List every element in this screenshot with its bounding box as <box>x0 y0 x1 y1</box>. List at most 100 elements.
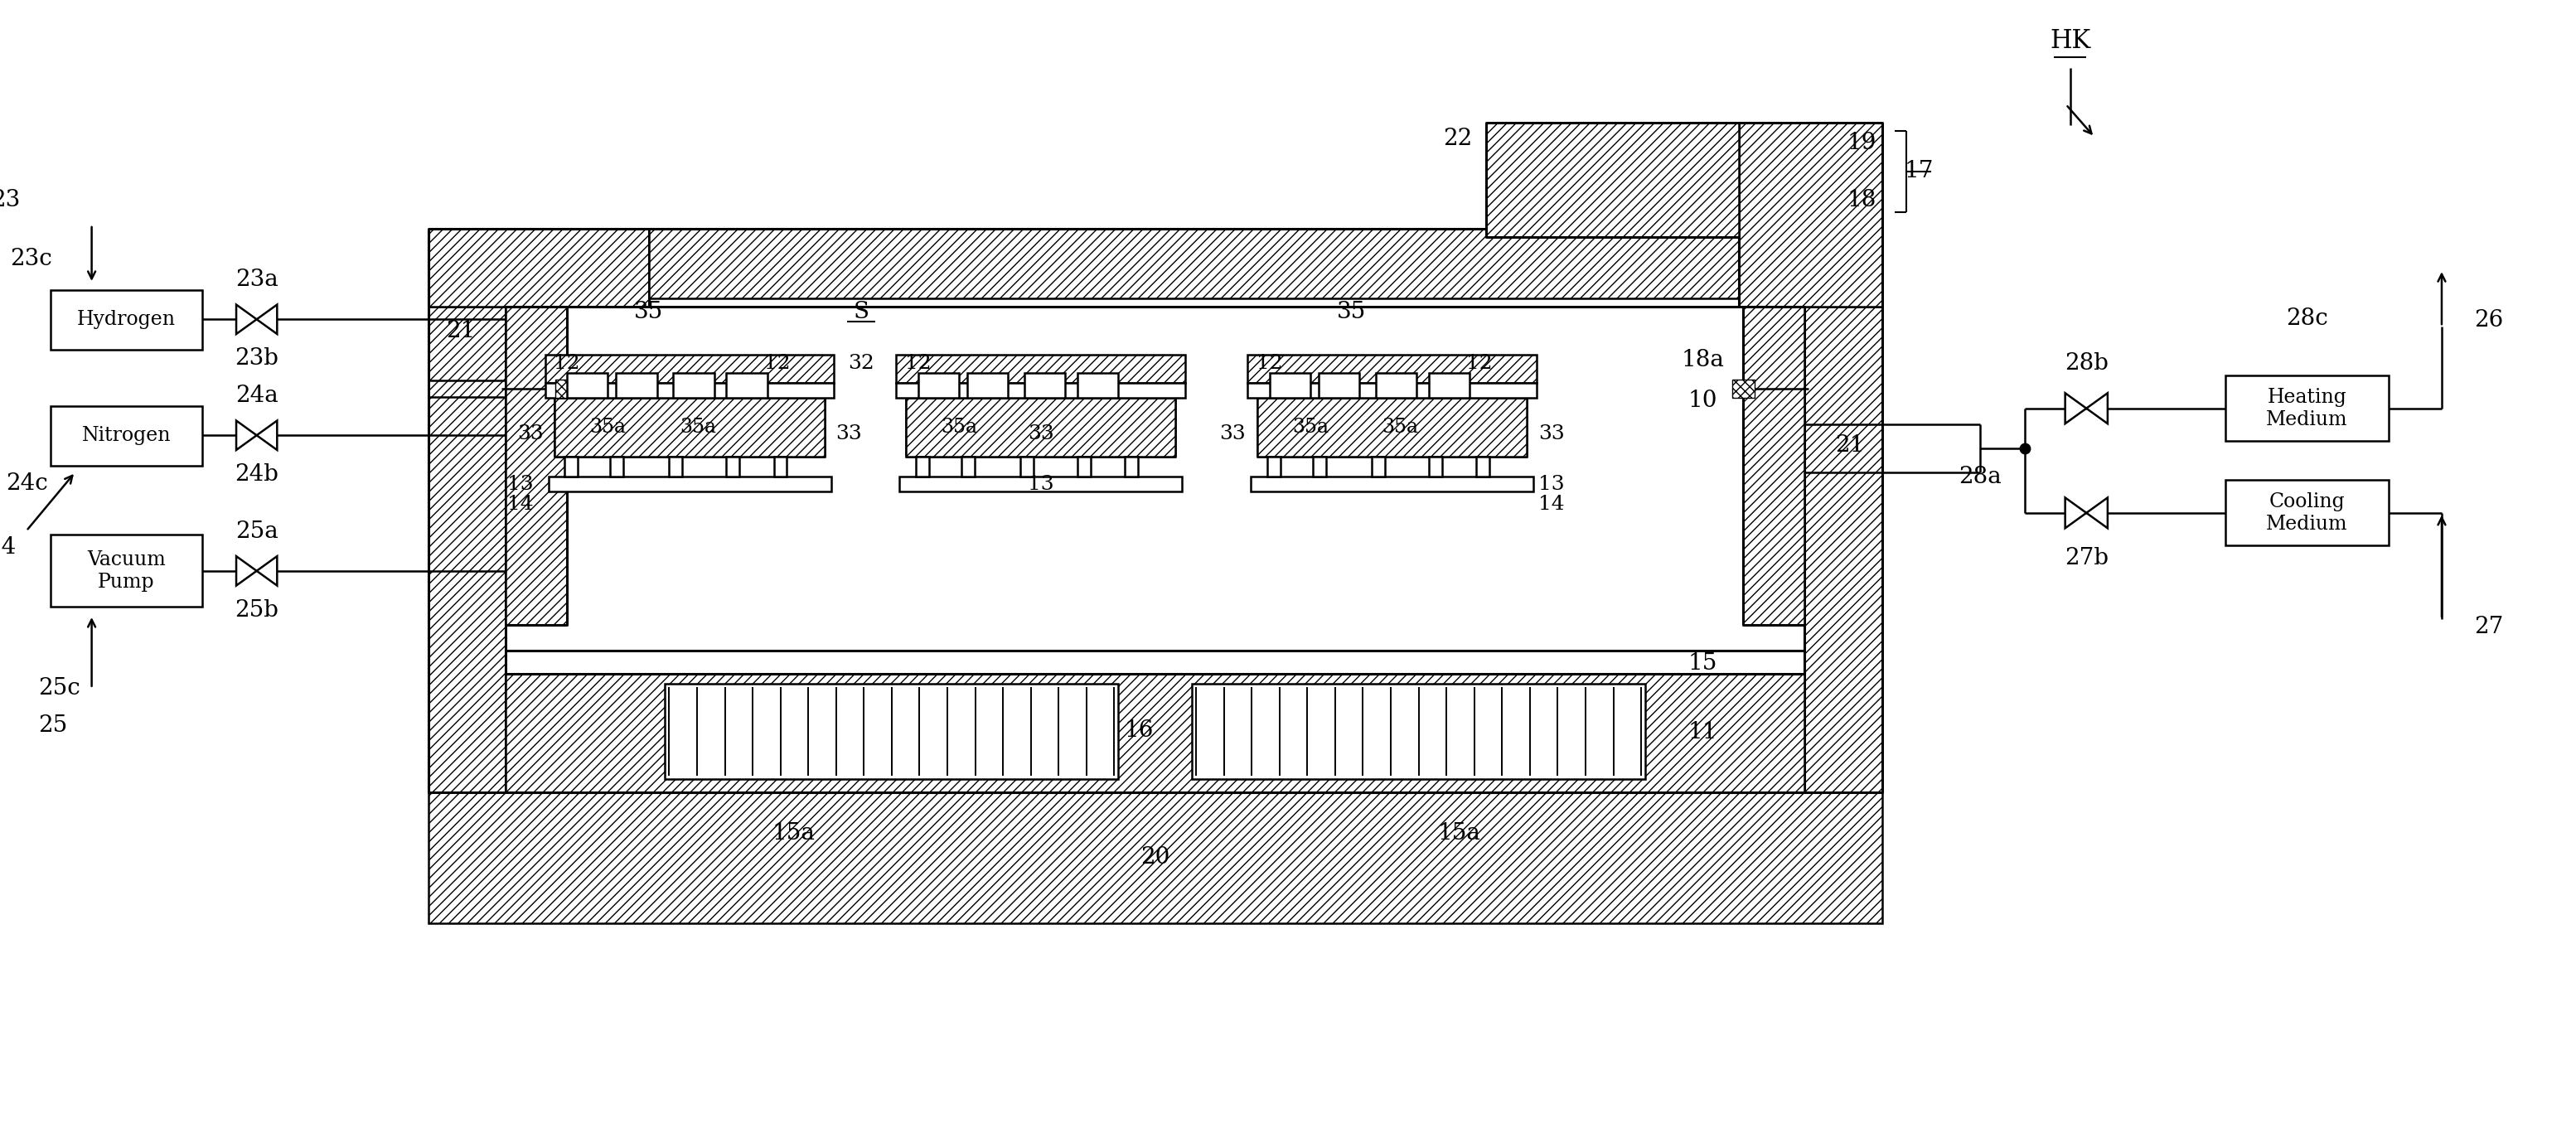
Text: 26: 26 <box>2476 309 2504 331</box>
Text: 25b: 25b <box>234 599 278 621</box>
Text: 27b: 27b <box>2063 547 2107 569</box>
Text: 35a: 35a <box>1381 418 1419 437</box>
Bar <box>52 290 201 349</box>
Text: 14: 14 <box>507 494 533 513</box>
Bar <box>1247 355 1538 383</box>
Bar <box>1025 373 1066 398</box>
Bar <box>1077 373 1118 398</box>
Bar <box>1806 307 1883 792</box>
Text: 12: 12 <box>1466 354 1492 373</box>
Bar <box>1193 684 1646 779</box>
Text: 12: 12 <box>904 354 933 373</box>
Bar <box>1430 373 1471 398</box>
Text: 35: 35 <box>634 301 665 323</box>
Bar <box>649 229 1739 298</box>
Bar <box>1267 457 1280 477</box>
Bar <box>773 457 786 477</box>
Text: 15: 15 <box>1687 652 1718 675</box>
Text: 23c: 23c <box>10 248 52 270</box>
Bar <box>1319 373 1360 398</box>
Text: 13: 13 <box>507 475 533 494</box>
Bar <box>907 398 1175 457</box>
Bar <box>554 398 824 457</box>
Bar <box>961 457 974 477</box>
Text: 24: 24 <box>0 536 15 558</box>
Bar <box>1744 307 1806 624</box>
Bar <box>546 383 835 398</box>
Bar <box>1370 457 1386 477</box>
Text: 12: 12 <box>1257 354 1283 373</box>
Text: Nitrogen: Nitrogen <box>82 427 170 445</box>
Bar <box>1376 373 1417 398</box>
Polygon shape <box>237 556 258 585</box>
Text: 33: 33 <box>835 424 863 444</box>
Text: Heating
Medium: Heating Medium <box>2267 387 2347 429</box>
Bar <box>52 405 201 466</box>
Bar <box>917 457 930 477</box>
Bar <box>896 355 1185 383</box>
Bar <box>616 373 657 398</box>
Polygon shape <box>2087 497 2107 528</box>
Bar <box>1077 457 1090 477</box>
Text: 35: 35 <box>1337 301 1365 323</box>
Text: 28c: 28c <box>2285 308 2329 330</box>
Bar <box>2226 376 2388 441</box>
Bar <box>564 457 577 477</box>
Text: 24c: 24c <box>5 473 49 495</box>
Text: Vacuum
Pump: Vacuum Pump <box>88 550 165 592</box>
Text: 23a: 23a <box>234 268 278 291</box>
Text: 17: 17 <box>1904 161 1935 183</box>
Text: 24b: 24b <box>234 464 278 486</box>
Bar <box>969 373 1007 398</box>
Polygon shape <box>258 304 278 334</box>
Polygon shape <box>2066 393 2087 423</box>
Bar <box>1257 398 1528 457</box>
Bar <box>726 457 739 477</box>
Bar <box>1739 122 1883 307</box>
Bar <box>1126 457 1139 477</box>
Bar <box>546 355 835 383</box>
Text: 33: 33 <box>1028 424 1054 444</box>
Text: 20: 20 <box>1141 847 1170 869</box>
Text: 23: 23 <box>0 189 21 211</box>
Bar <box>1486 122 1739 237</box>
Bar <box>1247 383 1538 398</box>
Text: 35a: 35a <box>680 418 716 437</box>
Bar <box>1252 477 1533 492</box>
Text: 15a: 15a <box>1437 822 1481 844</box>
Text: 33: 33 <box>518 424 544 444</box>
Text: 23b: 23b <box>234 347 278 369</box>
Text: 21: 21 <box>1834 433 1865 456</box>
Bar <box>556 380 580 398</box>
Bar <box>1731 380 1754 398</box>
Text: 25c: 25c <box>39 677 80 700</box>
Polygon shape <box>2087 393 2107 423</box>
Bar <box>428 792 1883 923</box>
Bar <box>1476 457 1489 477</box>
Bar <box>1020 457 1033 477</box>
Text: 25a: 25a <box>234 520 278 542</box>
Text: 27: 27 <box>2476 617 2504 639</box>
Polygon shape <box>237 421 258 450</box>
Text: 19: 19 <box>1847 131 1875 154</box>
Bar <box>505 674 1806 792</box>
Text: 14: 14 <box>1538 494 1564 513</box>
Text: 10: 10 <box>1687 390 1718 412</box>
Text: 28b: 28b <box>2063 353 2107 375</box>
Text: 24a: 24a <box>234 385 278 408</box>
Polygon shape <box>258 421 278 450</box>
Text: 13: 13 <box>1538 475 1564 494</box>
Text: 28a: 28a <box>1958 466 2002 489</box>
Text: 35a: 35a <box>940 418 976 437</box>
Bar <box>665 684 1118 779</box>
Bar <box>917 373 958 398</box>
Bar <box>2226 481 2388 546</box>
Bar <box>672 373 714 398</box>
Text: 18: 18 <box>1847 189 1875 211</box>
Bar <box>670 457 683 477</box>
Text: 15a: 15a <box>773 822 814 844</box>
Text: 18a: 18a <box>1682 349 1723 372</box>
Bar <box>1314 457 1327 477</box>
Bar <box>549 477 832 492</box>
Text: 35a: 35a <box>1293 418 1329 437</box>
